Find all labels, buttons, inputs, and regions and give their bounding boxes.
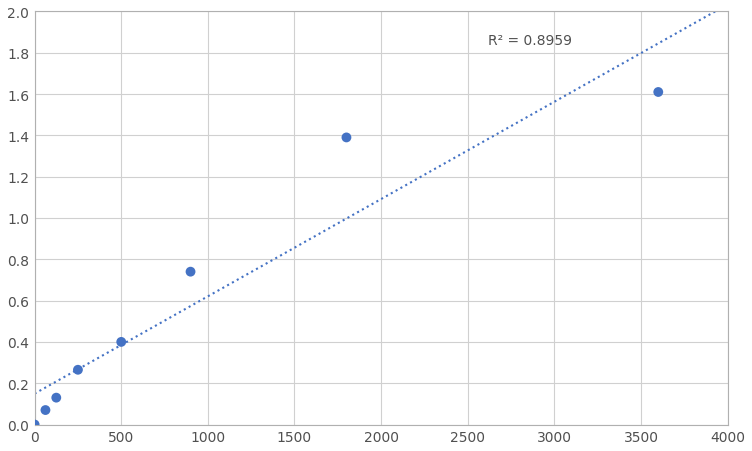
Point — [115, 339, 127, 346]
Point — [341, 134, 353, 142]
Point — [39, 406, 51, 414]
Point — [72, 366, 84, 373]
Point — [29, 421, 41, 428]
Point — [184, 268, 196, 276]
Point — [50, 394, 62, 401]
Point — [652, 89, 664, 97]
Text: R² = 0.8959: R² = 0.8959 — [489, 34, 572, 48]
